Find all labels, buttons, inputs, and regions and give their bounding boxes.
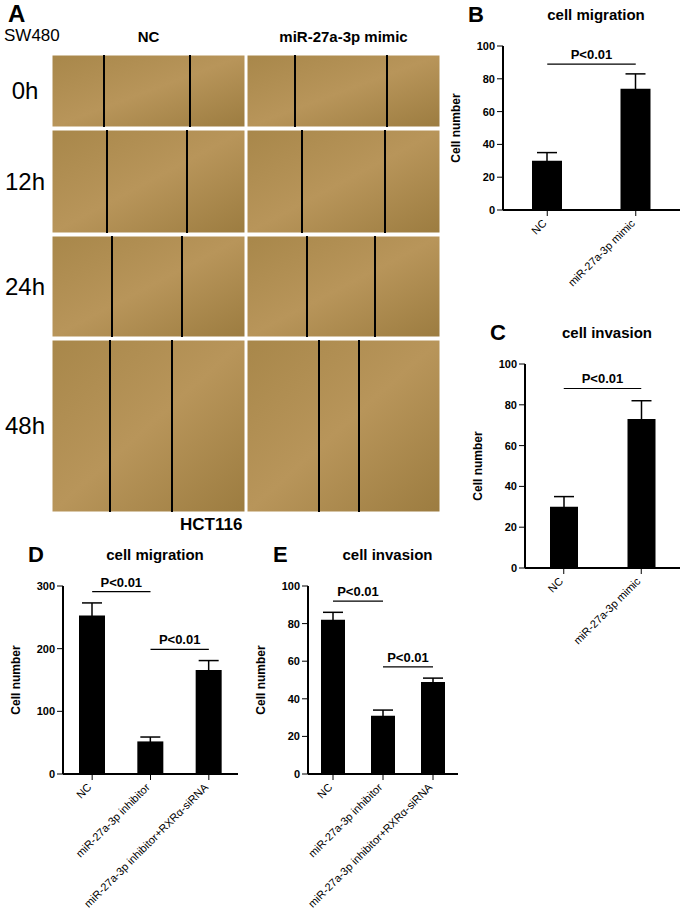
html-text:D: D xyxy=(28,542,44,567)
html-text:cell invasion: cell invasion xyxy=(342,546,433,563)
svg-text:P<0.01: P<0.01 xyxy=(101,575,143,590)
svg-text:P<0.01: P<0.01 xyxy=(159,632,201,647)
html-text:24h: 24h xyxy=(5,272,45,300)
html-text:0h: 0h xyxy=(11,77,39,104)
html-text:A: A xyxy=(8,0,26,27)
html-text:B: B xyxy=(468,2,484,27)
svg-text:80: 80 xyxy=(505,399,517,411)
svg-text:NC: NC xyxy=(74,781,94,801)
svg-text:20: 20 xyxy=(483,171,495,183)
svg-text:40: 40 xyxy=(505,480,517,492)
svg-text:Cell number: Cell number xyxy=(471,431,485,501)
svg-text:40: 40 xyxy=(483,138,495,150)
html-text:48h: 48h xyxy=(5,412,45,439)
svg-text:NC: NC xyxy=(545,575,565,595)
svg-text:100: 100 xyxy=(282,580,300,592)
svg-text:0: 0 xyxy=(489,204,495,216)
svg-text:Cell number: Cell number xyxy=(449,93,463,163)
svg-text:0: 0 xyxy=(294,768,300,780)
html-text:12h: 12h xyxy=(5,167,45,195)
svg-text:100: 100 xyxy=(499,358,517,370)
svg-text:P<0.01: P<0.01 xyxy=(582,371,624,386)
html-text:C: C xyxy=(490,320,506,345)
svg-text:100: 100 xyxy=(477,40,495,52)
svg-text:P<0.01: P<0.01 xyxy=(387,650,429,665)
svg-text:20: 20 xyxy=(288,730,300,742)
html-text:miR-27a-3p mimic: miR-27a-3p mimic xyxy=(279,28,408,45)
html-text:E: E xyxy=(273,542,288,567)
svg-text:80: 80 xyxy=(483,73,495,85)
svg-text:80: 80 xyxy=(288,618,300,630)
svg-text:NC: NC xyxy=(315,781,335,801)
svg-text:200: 200 xyxy=(37,643,55,655)
svg-text:100: 100 xyxy=(37,705,55,717)
svg-text:miR-27a-3p inhibitor+RXRα-siRN: miR-27a-3p inhibitor+RXRα-siRNA xyxy=(82,780,211,909)
svg-text:Cell number: Cell number xyxy=(9,645,23,715)
html-text:cell migration: cell migration xyxy=(106,546,204,563)
svg-text:miR-27a-3p inhibitor+RXRα-siRN: miR-27a-3p inhibitor+RXRα-siRNA xyxy=(306,780,435,909)
svg-text:40: 40 xyxy=(288,693,300,705)
svg-text:NC: NC xyxy=(529,217,549,237)
html-text:HCT116: HCT116 xyxy=(180,515,243,534)
svg-text:miR-27a-3p mimic: miR-27a-3p mimic xyxy=(571,575,643,647)
svg-text:miR-27a-3p mimic: miR-27a-3p mimic xyxy=(566,217,638,289)
svg-text:60: 60 xyxy=(288,655,300,667)
svg-text:0: 0 xyxy=(511,562,517,574)
svg-text:20: 20 xyxy=(505,521,517,533)
svg-text:P<0.01: P<0.01 xyxy=(571,47,613,62)
svg-text:300: 300 xyxy=(37,580,55,592)
html-text:cell invasion: cell invasion xyxy=(562,324,652,341)
svg-text:60: 60 xyxy=(483,106,495,118)
svg-text:P<0.01: P<0.01 xyxy=(337,584,379,599)
html-text:cell migration: cell migration xyxy=(547,6,645,23)
html-text:SW480: SW480 xyxy=(4,26,60,45)
svg-text:0: 0 xyxy=(49,768,55,780)
svg-text:60: 60 xyxy=(505,440,517,452)
svg-text:Cell number: Cell number xyxy=(254,645,268,715)
html-text:NC: NC xyxy=(137,28,160,45)
